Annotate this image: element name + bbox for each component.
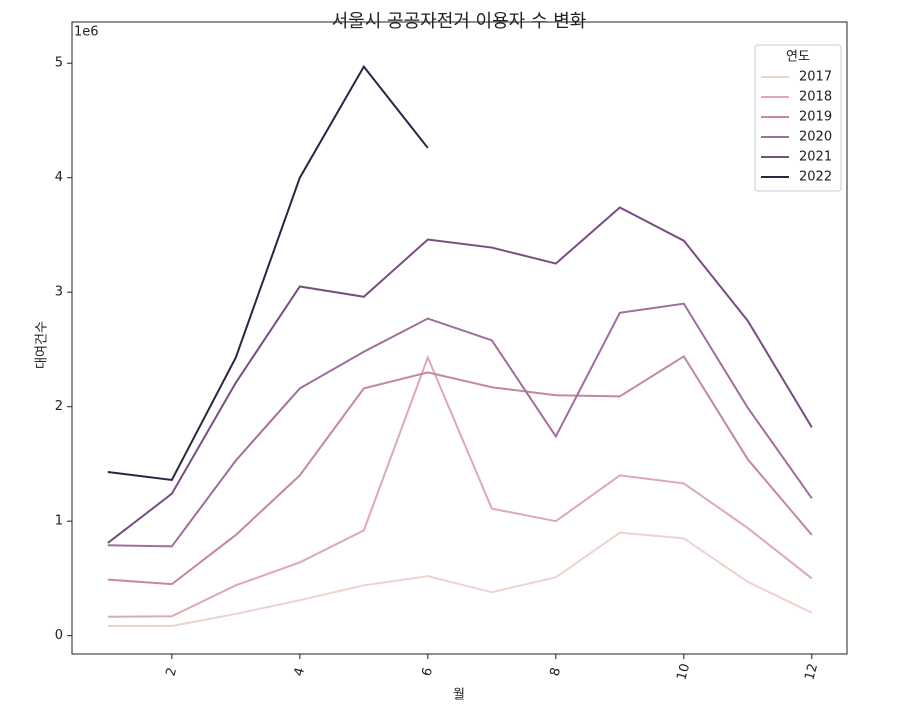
series-line [107,206,813,544]
legend-label: 2017 [799,70,832,85]
legend-label: 2019 [799,110,832,125]
x-axis-label: 월 [453,688,465,703]
legend-box [754,44,842,192]
y-tick-label: 3 [55,285,63,300]
plot-frame [71,21,848,655]
series-line [107,354,813,618]
x-tick-label: 10 [674,662,693,682]
y-offset-label: 1e6 [74,25,99,40]
series-line [107,531,813,627]
y-tick-label: 4 [55,170,63,185]
x-tick-label: 12 [802,662,821,682]
series-line [107,354,813,586]
legend-label: 2021 [799,150,832,165]
y-tick-label: 1 [55,514,63,529]
y-axis-label: 대여건수 [35,321,50,369]
legend-label: 2022 [799,170,832,185]
x-tick-label: 4 [292,666,309,678]
y-tick-label: 0 [55,628,63,643]
x-tick-label: 8 [547,666,564,678]
series-line [107,64,429,482]
legend-title: 연도 [786,50,810,65]
legend-label: 2020 [799,130,832,145]
y-tick-label: 2 [55,399,63,414]
x-tick-label: 6 [420,666,437,678]
series-line [107,302,813,548]
y-tick-label: 5 [55,56,63,71]
x-tick-label: 2 [164,666,181,678]
legend-label: 2018 [799,90,832,105]
